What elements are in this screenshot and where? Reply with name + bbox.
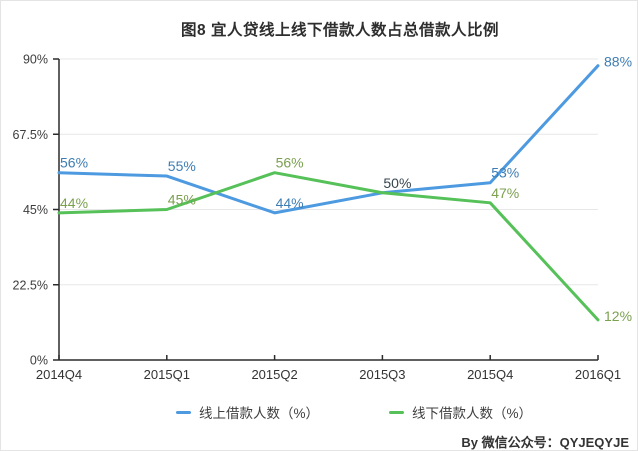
y-tick-label: 45% <box>23 203 48 217</box>
x-tick-label: 2015Q1 <box>144 367 190 382</box>
y-tick-label: 0% <box>30 354 48 368</box>
x-tick-label: 2014Q4 <box>36 367 82 382</box>
y-tick-label: 90% <box>23 53 48 67</box>
legend-label-offline: 线下借款人数（%） <box>412 406 533 421</box>
x-tick-label: 2015Q3 <box>359 367 405 382</box>
series-line-0 <box>57 64 600 215</box>
point-label: 45% <box>168 192 196 208</box>
x-tick-label: 2015Q2 <box>251 367 297 382</box>
legend-item-online: 线上借款人数（%） <box>176 402 319 422</box>
legend-label-online: 线上借款人数（%） <box>199 406 320 421</box>
legend-dash-online-icon <box>176 410 191 414</box>
point-label: 53% <box>491 165 519 181</box>
legend-item-offline: 线下借款人数（%） <box>389 402 532 422</box>
point-label: 12% <box>604 308 632 324</box>
point-label: 50% <box>383 175 411 191</box>
y-tick-label: 67.5% <box>13 128 48 142</box>
x-tick-label: 2016Q1 <box>575 367 621 382</box>
plot-area: 0% 22.5% 45% 67.5% 90% 2014Q4 2015Q1 2015Q2 2015… <box>13 53 632 383</box>
point-label: 56% <box>60 155 88 171</box>
watermark-byline: By 微信公众号：QYJEQYJE <box>461 435 629 450</box>
point-label: 88% <box>604 54 632 70</box>
point-label: 44% <box>276 195 304 211</box>
x-tick-label: 2015Q4 <box>467 367 513 382</box>
series-line-1 <box>57 171 600 322</box>
point-label: 55% <box>168 158 196 174</box>
point-label: 56% <box>276 155 304 171</box>
chart-legend: 线上借款人数（%） 线下借款人数（%） <box>1 402 637 422</box>
legend-dash-offline-icon <box>389 410 404 414</box>
chart-title: 图8 宜人贷线上线下借款人数占总借款人比例 <box>181 22 499 39</box>
point-label: 47% <box>491 185 519 201</box>
point-label: 44% <box>60 195 88 211</box>
y-tick-label: 22.5% <box>13 278 48 292</box>
